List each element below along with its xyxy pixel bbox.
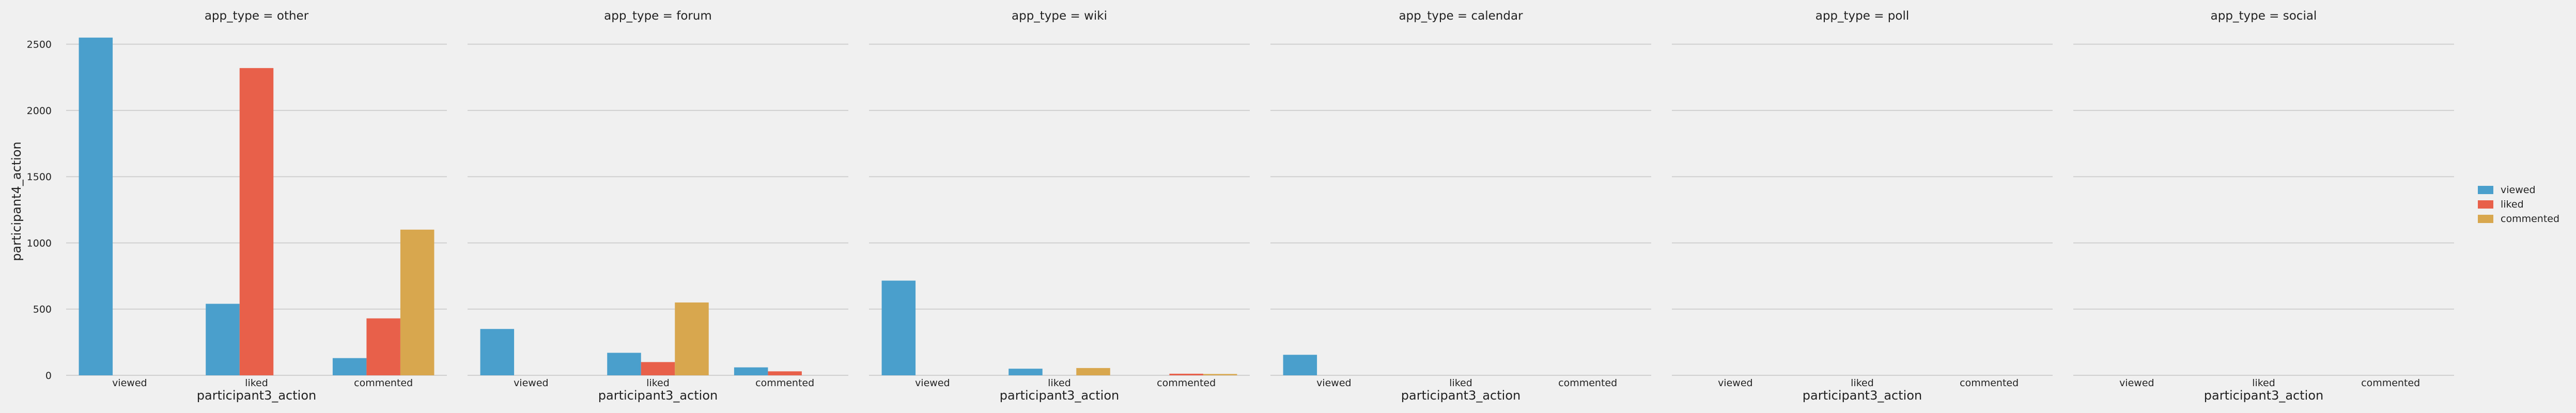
panel-title: app_type = social: [2211, 9, 2317, 23]
y-tick-label: 1500: [27, 171, 52, 183]
bar-liked: [768, 371, 802, 375]
facet-panel: app_type = other 0 500 1000 1500 2000 2500 view…: [27, 9, 447, 403]
bar-liked: [239, 68, 274, 376]
bar-commented: [1076, 368, 1110, 375]
bar-liked: [641, 362, 675, 375]
legend: viewed liked commented: [2478, 184, 2559, 225]
bar-viewed: [1008, 369, 1043, 375]
bar-viewed: [332, 358, 367, 375]
x-axis-label: participant3_action: [2204, 388, 2323, 403]
bar-viewed: [79, 37, 113, 376]
x-tick-label: liked: [646, 377, 670, 389]
x-tick-label: viewed: [514, 377, 549, 389]
bar-liked: [366, 318, 400, 375]
bar-commented: [400, 229, 434, 375]
x-tick-label: liked: [1449, 377, 1472, 389]
panel-title: app_type = wiki: [1012, 9, 1107, 23]
y-tick-label: 1000: [27, 237, 52, 249]
bar-viewed: [206, 304, 240, 375]
facet-panel: app_type = poll viewed liked commented parti…: [1672, 9, 2053, 403]
facet-panels: app_type = other 0 500 1000 1500 2000 2500 view…: [27, 9, 2454, 403]
x-tick-label: viewed: [1718, 377, 1753, 389]
x-tick-label: viewed: [112, 377, 147, 389]
bar-viewed: [881, 280, 916, 375]
facet-panel: app_type = forum viewed liked commented part…: [468, 9, 848, 403]
legend-label: commented: [2501, 213, 2559, 225]
x-tick-label: commented: [354, 377, 413, 389]
x-axis-label: participant3_action: [1000, 388, 1119, 403]
panel-title: app_type = calendar: [1399, 9, 1523, 23]
y-tick-label: 2000: [27, 105, 52, 117]
bar-liked: [1169, 373, 1203, 375]
bar-viewed: [734, 367, 768, 375]
y-axis-label: participant4_action: [9, 141, 24, 261]
legend-swatch-commented: [2478, 215, 2493, 223]
x-tick-label: liked: [1048, 377, 1071, 389]
y-tick-label: 0: [45, 370, 52, 382]
bar-viewed: [480, 329, 515, 375]
legend-label: viewed: [2501, 184, 2536, 196]
bar-commented: [1203, 374, 1237, 375]
x-tick-label: commented: [1558, 377, 1617, 389]
x-tick-label: viewed: [1316, 377, 1352, 389]
bar-viewed: [1283, 355, 1317, 375]
facet-panel: app_type = calendar viewed liked commented p…: [1270, 9, 1651, 403]
panel-title: app_type = forum: [604, 9, 712, 23]
x-axis-label: participant3_action: [197, 388, 316, 403]
x-tick-label: liked: [2252, 377, 2275, 389]
y-tick-label: 500: [33, 304, 52, 315]
x-tick-label: commented: [755, 377, 814, 389]
y-tick-label: 2500: [27, 39, 52, 51]
bar-viewed: [607, 353, 641, 375]
bar-commented: [675, 302, 709, 375]
panel-title: app_type = poll: [1815, 9, 1910, 23]
x-axis-label: participant3_action: [1803, 388, 1922, 403]
x-tick-label: commented: [1960, 377, 2019, 389]
legend-swatch-liked: [2478, 200, 2493, 209]
facet-panel: app_type = social viewed liked commented par…: [2073, 9, 2454, 403]
x-tick-label: commented: [1157, 377, 1216, 389]
panel-title: app_type = other: [205, 9, 309, 23]
x-tick-label: viewed: [915, 377, 950, 389]
x-tick-label: liked: [245, 377, 268, 389]
x-tick-label: commented: [2361, 377, 2420, 389]
x-tick-label: viewed: [2119, 377, 2154, 389]
legend-label: liked: [2501, 199, 2524, 210]
legend-swatch-viewed: [2478, 186, 2493, 194]
x-axis-label: participant3_action: [1401, 388, 1520, 403]
facet-panel: app_type = wiki viewed liked commented parti…: [869, 9, 1250, 403]
x-tick-label: liked: [1851, 377, 1874, 389]
x-axis-label: participant3_action: [598, 388, 718, 403]
